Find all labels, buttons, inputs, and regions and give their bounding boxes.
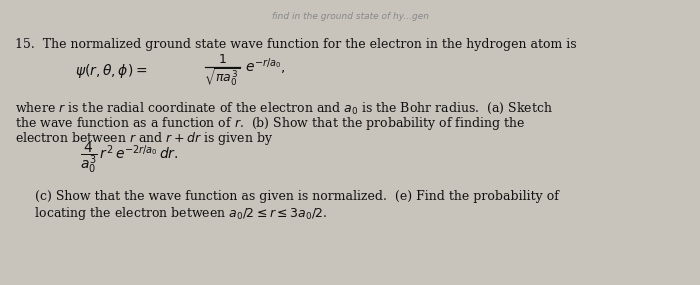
Text: $\sqrt{\pi a_0^3}$: $\sqrt{\pi a_0^3}$ (204, 67, 240, 88)
Text: $1$: $1$ (218, 53, 226, 66)
Text: $\dfrac{4}{a_0^3}\,r^2\,e^{-2r/a_0}\,dr.$: $\dfrac{4}{a_0^3}\,r^2\,e^{-2r/a_0}\,dr.… (80, 140, 178, 175)
Text: $e^{-r/a_0},$: $e^{-r/a_0},$ (245, 56, 286, 77)
Text: electron between $r$ and $r+dr$ is given by: electron between $r$ and $r+dr$ is given… (15, 130, 273, 147)
Text: 15.  The normalized ground state wave function for the electron in the hydrogen : 15. The normalized ground state wave fun… (15, 38, 577, 51)
Text: where $r$ is the radial coordinate of the electron and $a_0$ is the Bohr radius.: where $r$ is the radial coordinate of th… (15, 100, 553, 116)
Text: locating the electron between $a_0/2 \leq r \leq 3a_0/2$.: locating the electron between $a_0/2 \le… (15, 205, 328, 222)
Text: the wave function as a function of $r$.  (b) Show that the probability of findin: the wave function as a function of $r$. … (15, 115, 525, 133)
Text: (c) Show that the wave function as given is normalized.  (e) Find the probabilit: (c) Show that the wave function as given… (15, 190, 559, 203)
Text: $\psi(r,\theta,\phi) = $: $\psi(r,\theta,\phi) = $ (75, 62, 148, 80)
Text: find in the ground state of hy...gen: find in the ground state of hy...gen (272, 12, 428, 21)
